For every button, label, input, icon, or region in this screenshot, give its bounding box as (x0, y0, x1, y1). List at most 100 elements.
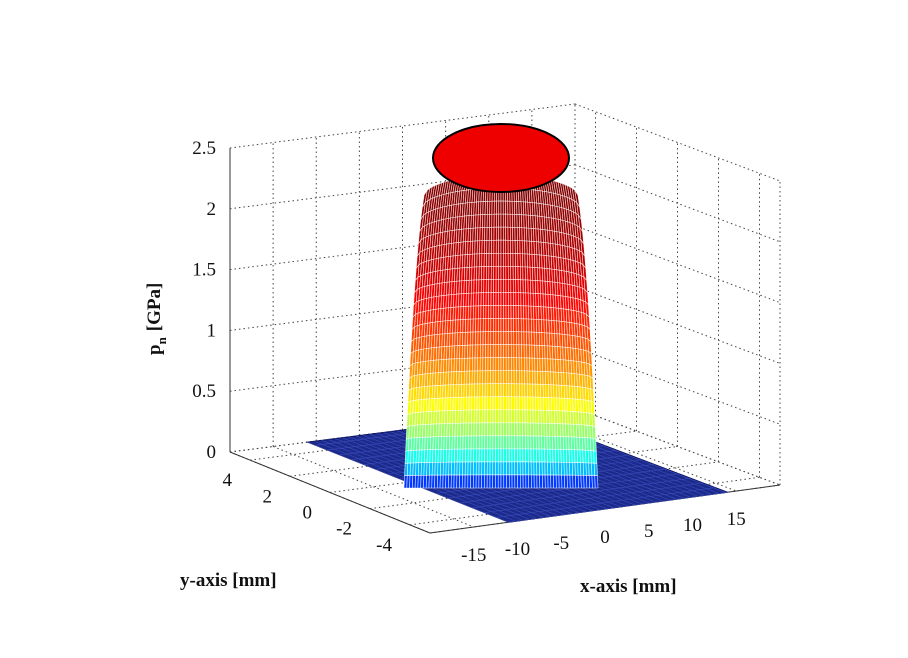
z-tick-label: 0.5 (192, 381, 216, 402)
z-tick-label: 0 (207, 442, 217, 463)
surface-facet (495, 305, 499, 319)
surface-facet (508, 383, 512, 398)
surface-facet (482, 357, 486, 372)
surface-facet (492, 344, 497, 358)
surface-facet (500, 279, 504, 293)
surface-facet (498, 318, 502, 332)
surface-facet (492, 422, 496, 437)
surface-facet (495, 461, 499, 476)
surface-facet (513, 370, 518, 385)
grid-line (574, 285, 781, 364)
surface-facet (506, 409, 510, 424)
grid-line (574, 103, 781, 182)
surface-facet (506, 448, 510, 463)
surface-facet (476, 448, 480, 463)
surface-facet (511, 383, 515, 398)
surface-facet (589, 375, 594, 391)
surface-facet (489, 474, 494, 489)
surface-facet (495, 474, 499, 489)
surface-facet (490, 370, 494, 385)
surface-facet (489, 461, 494, 476)
surface-facet (500, 344, 504, 358)
surface-facet (500, 422, 505, 437)
surface-facet (487, 331, 492, 345)
surface-facet (508, 370, 512, 385)
surface-facet (484, 396, 489, 411)
surface-facet (505, 266, 509, 280)
surface-facet (508, 318, 512, 332)
surface-facet (508, 474, 513, 489)
surface-facet (503, 252, 507, 267)
x-tick-label: 0 (600, 527, 610, 548)
surface-facet (485, 318, 489, 332)
surface-facet (506, 461, 510, 476)
surface-facet (508, 396, 512, 411)
surface-facet (490, 396, 494, 411)
surface-facet (500, 265, 504, 280)
surface-facet (508, 435, 513, 450)
surface-facet (511, 409, 515, 424)
y-axis-label: y-axis [mm] (180, 570, 277, 591)
surface-facet (516, 396, 520, 411)
surface-facet (503, 279, 507, 293)
x-tick-label: 15 (727, 509, 746, 530)
surface-facet (495, 396, 499, 411)
surface-facet (478, 435, 483, 450)
surface-facet (506, 435, 510, 450)
surface-facet (498, 383, 502, 398)
surface-facet (517, 474, 521, 489)
floor-mesh-line (472, 477, 691, 509)
surface-facet (495, 265, 499, 280)
surface-facet (482, 370, 486, 385)
surface-facet (505, 396, 510, 411)
surface-facet (498, 200, 502, 215)
surface-facet (500, 239, 504, 254)
surface-facet (514, 461, 518, 476)
x-axis-label: x-axis [mm] (580, 576, 677, 597)
surface-facet (519, 474, 524, 489)
surface-facet (487, 344, 492, 358)
surface-facet (511, 435, 515, 450)
surface-facet (500, 331, 504, 345)
surface-facet (594, 475, 599, 489)
surface-facet (484, 383, 489, 398)
surface-facet (514, 422, 518, 437)
surface-facet (490, 266, 495, 280)
surface-facet (517, 461, 521, 476)
surface-facet (490, 331, 494, 345)
surface-facet (498, 357, 502, 371)
surface-facet (490, 318, 494, 332)
surface-facet (485, 344, 489, 359)
surface-facet (495, 370, 499, 384)
surface-facet (490, 383, 494, 398)
surface-facet (522, 448, 526, 463)
surface-facet (511, 474, 516, 489)
grid-line (272, 446, 474, 528)
surface-facet (493, 305, 497, 319)
surface-facet (503, 239, 507, 254)
surface-facet (498, 292, 502, 306)
surface-facet (492, 370, 497, 384)
z-tick-label: 1.5 (192, 260, 216, 281)
surface-facet (495, 383, 499, 398)
surface-facet (503, 357, 507, 371)
surface-facet (493, 266, 497, 280)
surface-facet (495, 239, 499, 254)
surface-facet (503, 383, 507, 398)
x-tick-label: -5 (553, 533, 569, 554)
surface-facet (505, 370, 510, 384)
surface-facet (511, 461, 516, 476)
surface-facet (592, 425, 597, 440)
surface-facet (487, 370, 491, 385)
surface-facet (500, 252, 504, 267)
surface-facet (498, 396, 502, 411)
surface-facet (496, 213, 500, 228)
surface-facet (514, 435, 518, 450)
surface-facet (500, 396, 504, 411)
surface-facet (505, 344, 510, 358)
surface-facet (481, 435, 486, 450)
surface-facet (498, 331, 502, 345)
surface-facet (495, 435, 499, 450)
grid-line (574, 407, 781, 486)
surface-facet (522, 461, 527, 476)
